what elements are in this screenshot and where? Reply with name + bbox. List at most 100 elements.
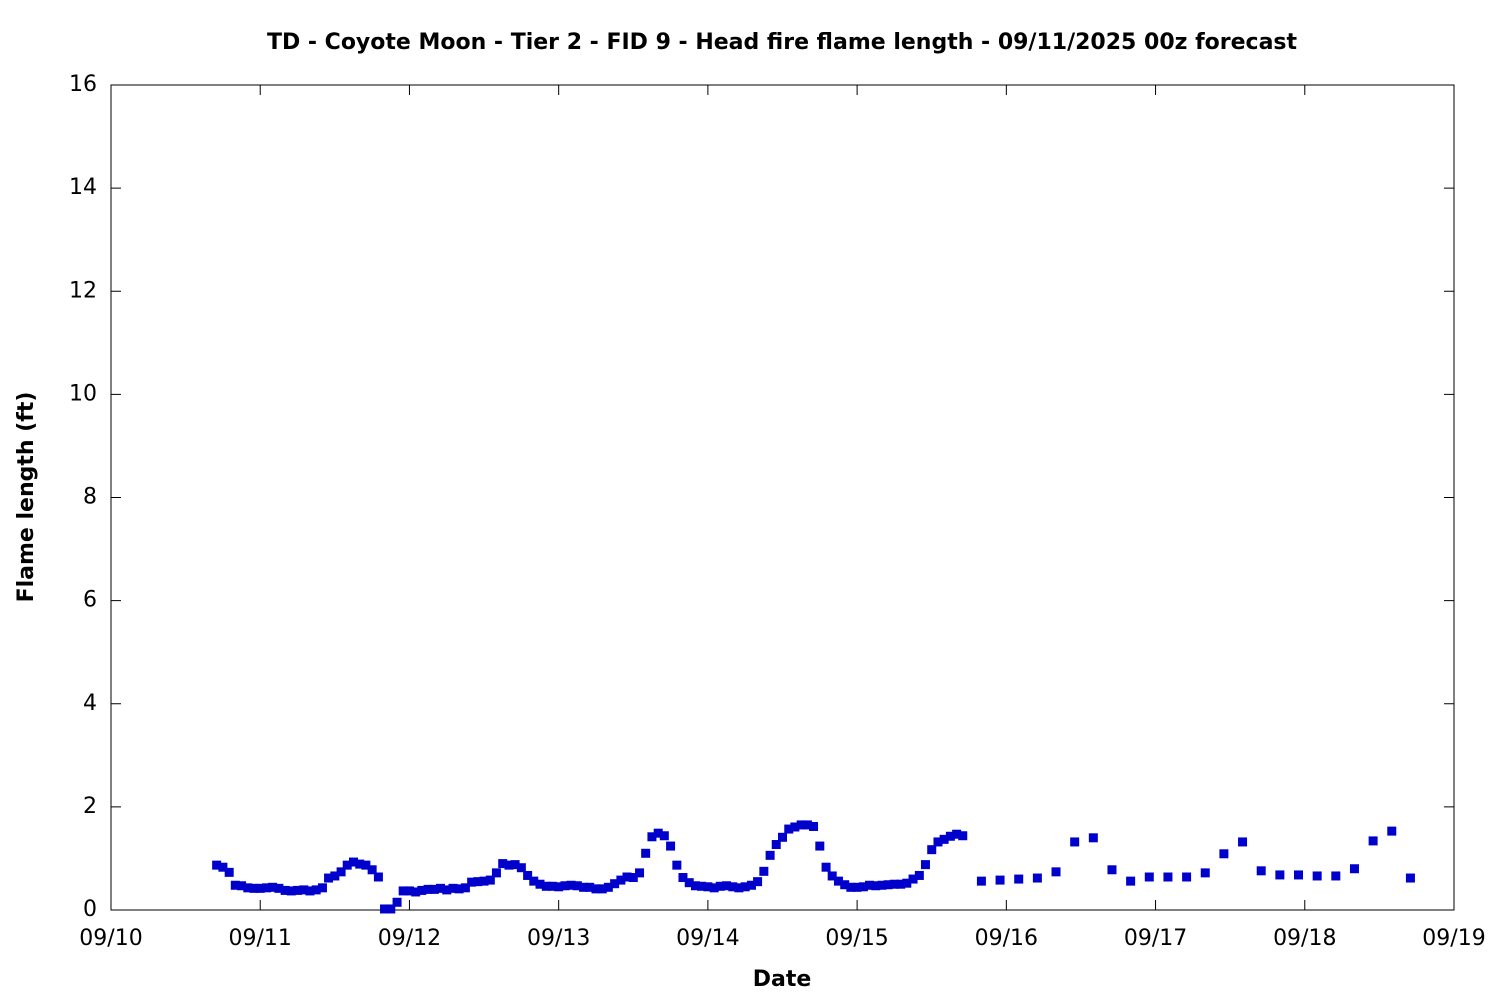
point bbox=[796, 820, 806, 830]
point bbox=[373, 872, 383, 882]
point bbox=[268, 882, 278, 892]
point bbox=[765, 850, 775, 860]
point bbox=[945, 831, 955, 841]
point bbox=[920, 860, 930, 870]
point bbox=[591, 884, 601, 894]
point bbox=[311, 885, 321, 895]
x-tick-label: 09/13 bbox=[527, 926, 590, 951]
point bbox=[342, 860, 352, 870]
point bbox=[324, 873, 334, 883]
point bbox=[784, 824, 794, 834]
point bbox=[479, 876, 489, 886]
y-axis-label: Flame length (ft) bbox=[14, 392, 39, 603]
point bbox=[535, 879, 545, 889]
point bbox=[367, 865, 377, 875]
point bbox=[821, 862, 831, 872]
point bbox=[429, 884, 439, 894]
point bbox=[473, 877, 483, 887]
point bbox=[293, 885, 303, 895]
x-axis-label: Date bbox=[753, 967, 812, 992]
point bbox=[715, 881, 725, 891]
point bbox=[566, 880, 576, 890]
point bbox=[1051, 867, 1061, 877]
point bbox=[610, 879, 620, 889]
x-tick-label: 09/14 bbox=[676, 926, 739, 951]
point bbox=[1144, 872, 1154, 882]
point bbox=[404, 886, 414, 896]
point bbox=[435, 883, 445, 893]
y-tick-label: 8 bbox=[83, 485, 97, 510]
point bbox=[678, 873, 688, 883]
point bbox=[1070, 837, 1080, 847]
point bbox=[703, 882, 713, 892]
point bbox=[908, 874, 918, 884]
point bbox=[603, 882, 613, 892]
point bbox=[927, 845, 937, 855]
point bbox=[261, 883, 271, 893]
point bbox=[877, 880, 887, 890]
point bbox=[641, 848, 651, 858]
point bbox=[398, 886, 408, 896]
point bbox=[778, 832, 787, 842]
point bbox=[1294, 870, 1304, 880]
y-tick-label: 6 bbox=[83, 588, 97, 613]
point bbox=[914, 870, 924, 880]
point bbox=[616, 875, 626, 885]
point bbox=[212, 860, 222, 870]
point bbox=[218, 862, 228, 872]
point bbox=[728, 882, 738, 892]
point bbox=[1368, 836, 1378, 846]
point bbox=[958, 831, 968, 841]
point bbox=[628, 873, 638, 883]
point bbox=[771, 840, 781, 850]
point bbox=[305, 886, 315, 896]
point bbox=[237, 881, 247, 891]
point bbox=[734, 883, 744, 893]
point bbox=[274, 883, 284, 893]
point bbox=[952, 829, 962, 839]
point bbox=[529, 876, 539, 886]
point bbox=[815, 841, 825, 851]
point bbox=[516, 863, 526, 873]
point bbox=[224, 867, 234, 877]
point bbox=[1126, 876, 1136, 886]
y-tick-label: 12 bbox=[69, 278, 97, 303]
point bbox=[976, 876, 986, 886]
point bbox=[858, 882, 868, 892]
point bbox=[299, 885, 309, 895]
point bbox=[740, 882, 750, 892]
point bbox=[833, 876, 843, 886]
point bbox=[442, 885, 452, 895]
point bbox=[280, 885, 290, 895]
point bbox=[827, 871, 837, 881]
point bbox=[647, 832, 657, 842]
x-tick-label: 09/11 bbox=[229, 926, 292, 951]
x-tick-label: 09/16 bbox=[975, 926, 1038, 951]
point bbox=[896, 879, 906, 889]
point bbox=[317, 883, 327, 893]
point bbox=[249, 883, 259, 893]
point bbox=[1387, 826, 1397, 836]
point bbox=[622, 872, 632, 882]
point bbox=[852, 882, 862, 892]
point bbox=[1312, 871, 1322, 881]
point bbox=[597, 884, 607, 894]
point bbox=[672, 860, 682, 870]
point bbox=[809, 821, 819, 831]
x-tick-label: 09/10 bbox=[79, 926, 142, 951]
point bbox=[746, 880, 756, 890]
point bbox=[547, 881, 557, 891]
y-tick-label: 0 bbox=[83, 897, 97, 922]
y-tick-label: 16 bbox=[69, 72, 97, 97]
point bbox=[933, 837, 943, 847]
point bbox=[579, 882, 589, 892]
point bbox=[554, 882, 564, 892]
x-tick-label: 09/17 bbox=[1124, 926, 1187, 951]
point bbox=[386, 904, 396, 914]
point bbox=[802, 820, 812, 830]
y-tick-label: 2 bbox=[83, 794, 97, 819]
point bbox=[230, 880, 240, 890]
point bbox=[864, 880, 874, 890]
chart-title: TD - Coyote Moon - Tier 2 - FID 9 - Head… bbox=[267, 30, 1298, 55]
point bbox=[1014, 874, 1024, 884]
